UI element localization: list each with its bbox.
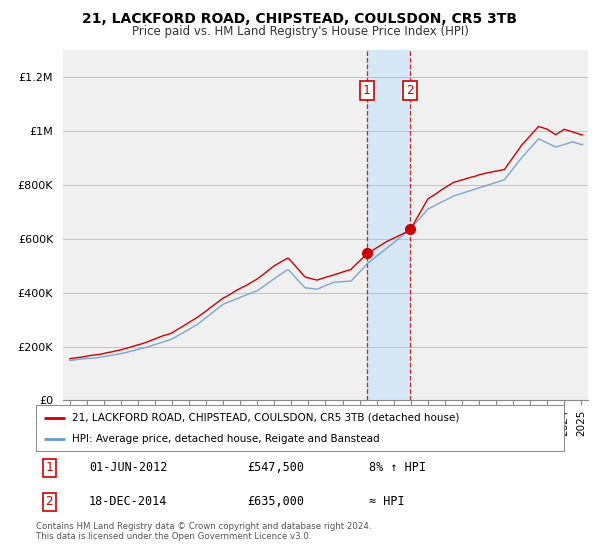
Text: Price paid vs. HM Land Registry's House Price Index (HPI): Price paid vs. HM Land Registry's House … <box>131 25 469 38</box>
Text: 2: 2 <box>406 85 414 97</box>
Text: 8% ↑ HPI: 8% ↑ HPI <box>368 461 425 474</box>
Text: 01-JUN-2012: 01-JUN-2012 <box>89 461 167 474</box>
Text: 1: 1 <box>363 85 371 97</box>
Text: 2: 2 <box>46 496 53 508</box>
Text: 18-DEC-2014: 18-DEC-2014 <box>89 496 167 508</box>
Text: 21, LACKFORD ROAD, CHIPSTEAD, COULSDON, CR5 3TB: 21, LACKFORD ROAD, CHIPSTEAD, COULSDON, … <box>83 12 517 26</box>
Text: 21, LACKFORD ROAD, CHIPSTEAD, COULSDON, CR5 3TB (detached house): 21, LACKFORD ROAD, CHIPSTEAD, COULSDON, … <box>72 413 459 423</box>
Text: £635,000: £635,000 <box>247 496 304 508</box>
Text: Contains HM Land Registry data © Crown copyright and database right 2024.
This d: Contains HM Land Registry data © Crown c… <box>36 522 371 542</box>
Text: HPI: Average price, detached house, Reigate and Banstead: HPI: Average price, detached house, Reig… <box>72 435 380 444</box>
Text: 1: 1 <box>46 461 53 474</box>
Text: £547,500: £547,500 <box>247 461 304 474</box>
Bar <box>367 50 410 400</box>
Text: ≈ HPI: ≈ HPI <box>368 496 404 508</box>
